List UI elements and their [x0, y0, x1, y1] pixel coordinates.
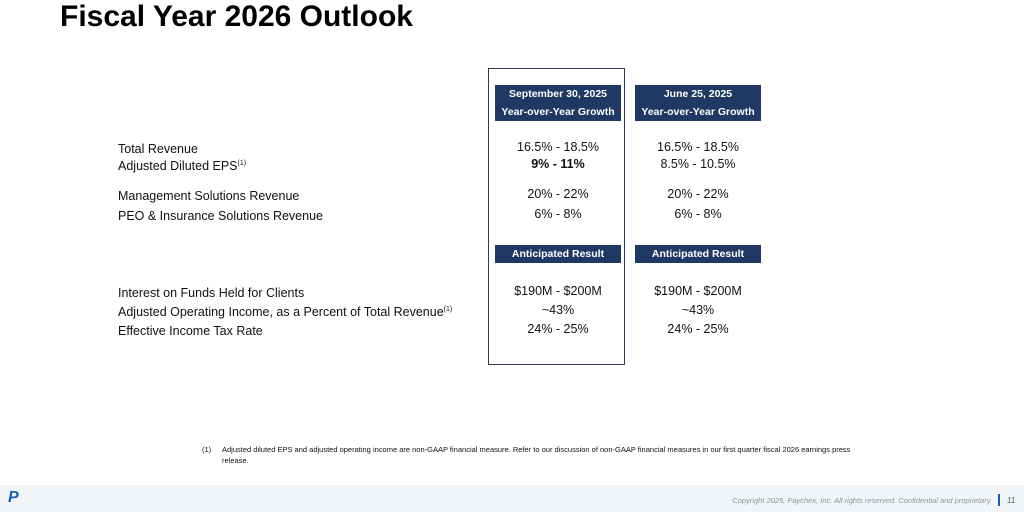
highlight-box: [488, 68, 625, 365]
value-june: 20% - 22%: [667, 187, 729, 201]
value-june: ~43%: [681, 303, 715, 317]
row-label: Adjusted Diluted EPS(1): [118, 159, 247, 173]
value-sept: 24% - 25%: [527, 322, 589, 336]
page-title: Fiscal Year 2026 Outlook: [60, 0, 413, 33]
value-sept: ~43%: [541, 303, 575, 317]
column-header-sept: September 30, 2025 Year-over-Year Growth: [495, 85, 621, 121]
value-sept: 6% - 8%: [534, 207, 582, 221]
value-june: 6% - 8%: [674, 207, 722, 221]
value-sept: 16.5% - 18.5%: [517, 140, 599, 154]
value-sept: $190M - $200M: [514, 284, 602, 298]
value-june: $190M - $200M: [654, 284, 742, 298]
column-subtitle: Year-over-Year Growth: [501, 106, 615, 118]
row-label: Management Solutions Revenue: [118, 189, 300, 203]
paychex-logo: P: [8, 489, 19, 506]
row-label: Total Revenue: [118, 142, 198, 156]
value-june: 8.5% - 10.5%: [660, 157, 736, 171]
page-number: 11: [1007, 496, 1016, 505]
anticipated-header-june: Anticipated Result: [651, 248, 745, 260]
footnote: (1) Adjusted diluted EPS and adjusted op…: [202, 444, 862, 466]
footer-bar: [0, 485, 1024, 512]
row-label: PEO & Insurance Solutions Revenue: [118, 209, 323, 223]
value-june: 24% - 25%: [667, 322, 729, 336]
row-label: Effective Income Tax Rate: [118, 324, 263, 338]
row-label: Adjusted Operating Income, as a Percent …: [118, 305, 453, 319]
footnote-ref: (1): [237, 159, 247, 167]
value-sept: 20% - 22%: [527, 187, 589, 201]
value-sept: 9% - 11%: [531, 157, 585, 171]
column-header-june: June 25, 2025 Year-over-Year Growth: [635, 85, 761, 121]
footnote-text: Adjusted diluted EPS and adjusted operat…: [222, 445, 851, 465]
anticipated-header-sept: Anticipated Result: [511, 248, 605, 260]
column-date: September 30, 2025: [508, 88, 608, 100]
column-subtitle: Year-over-Year Growth: [641, 106, 755, 118]
footer-divider: [998, 494, 1000, 506]
column-date: June 25, 2025: [663, 88, 733, 100]
value-june: 16.5% - 18.5%: [657, 140, 739, 154]
copyright: Copyright 2025, Paychex, Inc. All rights…: [732, 496, 992, 505]
footnote-ref: (1): [443, 305, 453, 313]
row-label: Interest on Funds Held for Clients: [118, 286, 305, 300]
footnote-number: (1): [202, 445, 212, 454]
